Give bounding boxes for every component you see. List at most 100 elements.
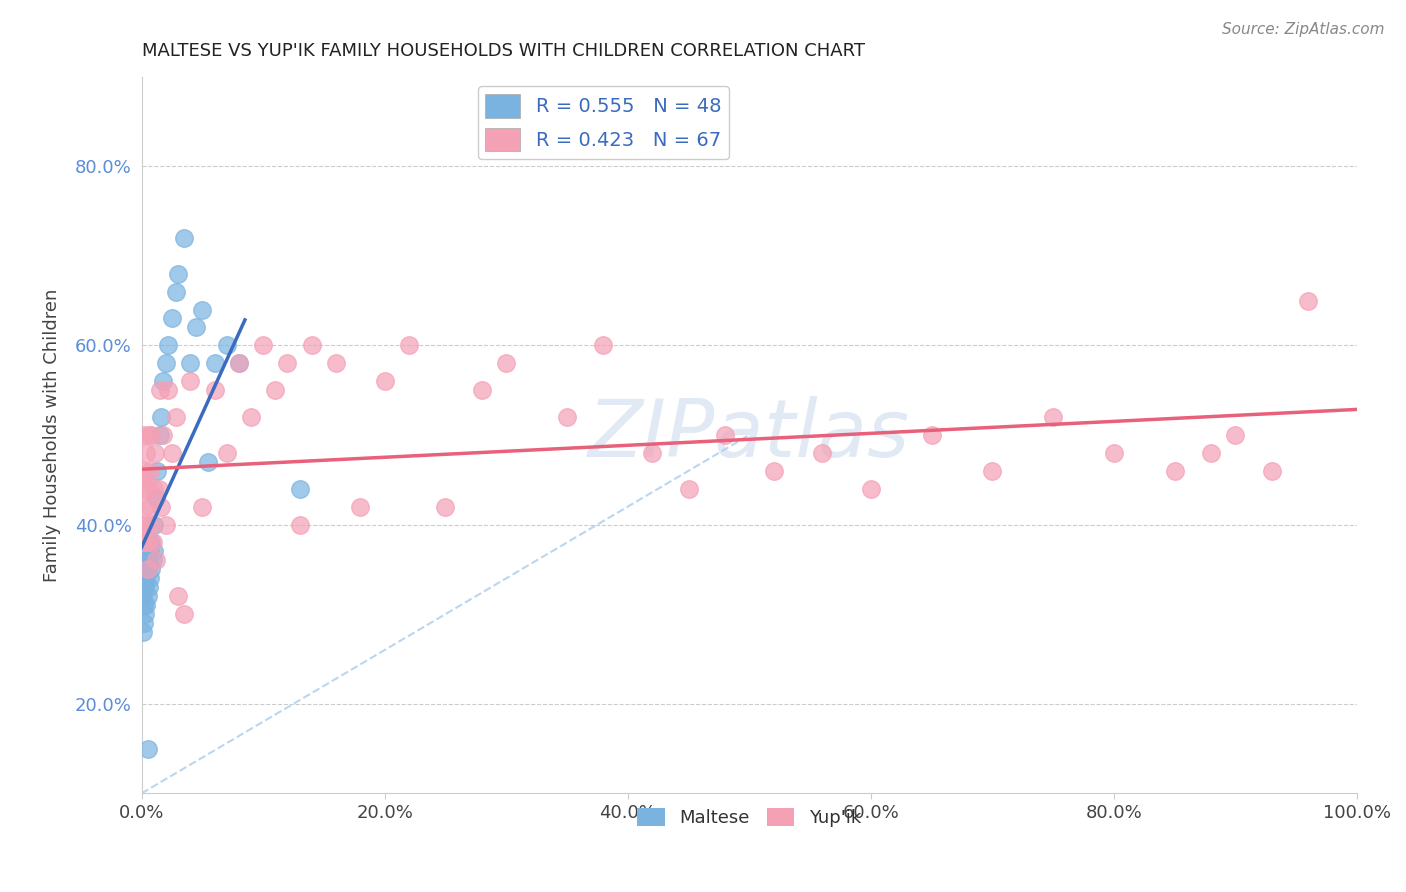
Point (132, 580, 155, 594)
Point (139, 544, 162, 558)
Point (186, 320, 208, 334)
Point (349, 500, 371, 514)
Point (150, 410, 173, 425)
Point (135, 571, 157, 585)
Point (1225, 428, 1247, 442)
Point (495, 356, 517, 370)
Point (134, 607, 156, 622)
Point (301, 338, 323, 352)
Point (138, 553, 160, 567)
Point (157, 338, 180, 352)
Point (167, 589, 190, 603)
Point (139, 571, 162, 585)
Point (135, 446, 157, 460)
Point (132, 553, 155, 567)
Point (132, 562, 155, 576)
Point (132, 517, 155, 532)
Point (132, 589, 155, 603)
Point (434, 500, 457, 514)
Point (264, 383, 287, 397)
Point (136, 482, 159, 496)
Point (136, 562, 159, 576)
Point (981, 464, 1004, 478)
Point (134, 535, 156, 549)
Point (678, 482, 700, 496)
Point (197, 455, 219, 469)
Point (146, 464, 169, 478)
Point (134, 535, 156, 549)
Point (138, 580, 160, 594)
Point (152, 428, 174, 442)
Point (132, 535, 155, 549)
Point (141, 535, 163, 549)
Point (139, 500, 162, 514)
Point (136, 589, 159, 603)
Point (149, 428, 172, 442)
Point (141, 562, 163, 576)
Point (173, 607, 195, 622)
Point (179, 374, 201, 388)
Text: ZIPatlas: ZIPatlas (588, 396, 910, 474)
Point (398, 338, 420, 352)
Point (167, 267, 190, 281)
Point (1199, 446, 1222, 460)
Point (132, 598, 155, 612)
Point (228, 356, 250, 370)
Point (132, 544, 155, 558)
Text: Source: ZipAtlas.com: Source: ZipAtlas.com (1222, 22, 1385, 37)
Point (191, 302, 214, 317)
Point (142, 482, 165, 496)
Point (132, 571, 155, 585)
Point (859, 482, 882, 496)
Point (134, 580, 156, 594)
Point (641, 446, 664, 460)
Point (204, 383, 226, 397)
Point (160, 311, 183, 326)
Point (132, 428, 155, 442)
Legend: Maltese, Yup'ik: Maltese, Yup'ik (630, 801, 869, 835)
Point (228, 356, 250, 370)
Point (811, 446, 834, 460)
Point (136, 741, 159, 756)
Point (132, 625, 155, 640)
Point (191, 500, 214, 514)
Point (134, 473, 156, 487)
Point (592, 338, 614, 352)
Point (155, 517, 177, 532)
Point (555, 410, 578, 425)
Point (288, 517, 311, 532)
Point (288, 482, 311, 496)
Point (173, 231, 195, 245)
Point (150, 500, 173, 514)
Point (165, 410, 187, 425)
Point (155, 356, 177, 370)
Point (148, 482, 170, 496)
Point (143, 446, 166, 460)
Point (165, 285, 187, 299)
Point (141, 553, 163, 567)
Point (134, 500, 156, 514)
Point (179, 356, 201, 370)
Text: MALTESE VS YUP'IK FAMILY HOUSEHOLDS WITH CHILDREN CORRELATION CHART: MALTESE VS YUP'IK FAMILY HOUSEHOLDS WITH… (142, 42, 865, 60)
Point (1163, 464, 1185, 478)
Point (135, 517, 157, 532)
Point (374, 374, 396, 388)
Point (149, 383, 172, 397)
Point (1298, 293, 1320, 308)
Point (215, 338, 238, 352)
Point (145, 553, 167, 567)
Point (240, 410, 263, 425)
Point (142, 544, 165, 558)
Point (132, 616, 155, 631)
Point (138, 428, 160, 442)
Point (145, 491, 167, 505)
Point (1261, 464, 1284, 478)
Point (136, 562, 159, 576)
Point (1102, 446, 1125, 460)
Point (157, 383, 180, 397)
Point (135, 544, 157, 558)
Point (134, 553, 156, 567)
Point (138, 535, 160, 549)
Point (142, 517, 165, 532)
Y-axis label: Family Households with Children: Family Households with Children (44, 288, 60, 582)
